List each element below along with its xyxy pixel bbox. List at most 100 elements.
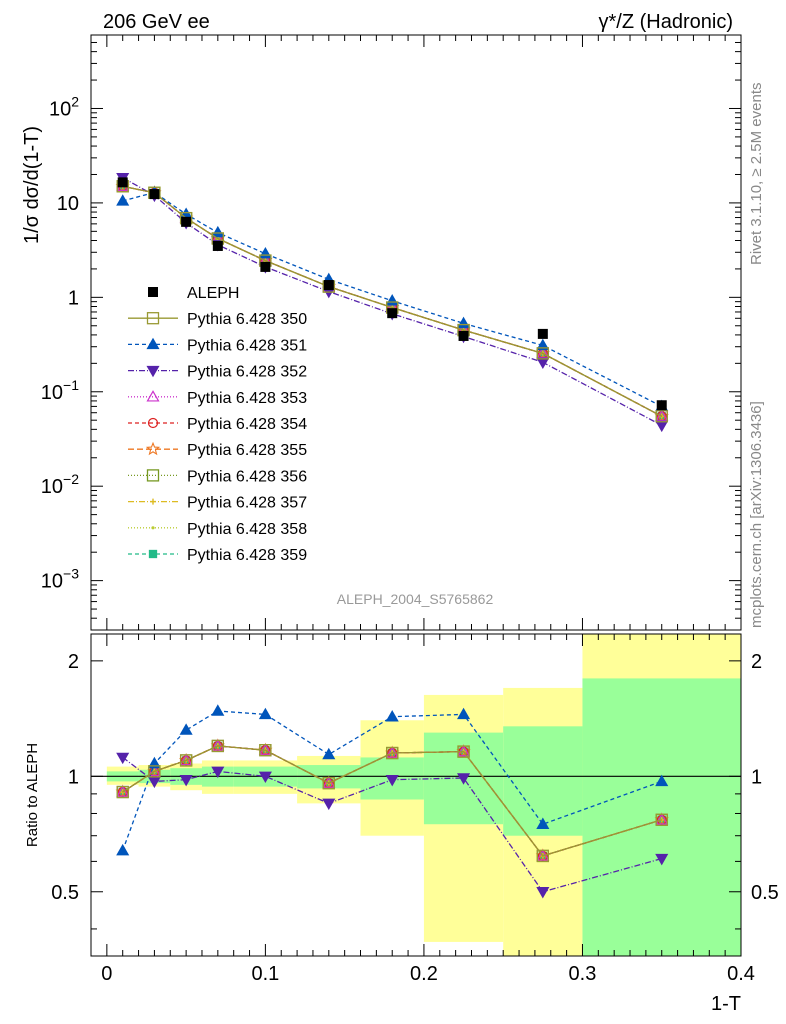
y-tick-label-exponent: −3 — [63, 566, 79, 582]
legend-item: Pythia 6.428 359 — [128, 547, 307, 564]
marker-point — [536, 887, 550, 899]
marker-point — [179, 207, 193, 219]
y-tick-label-exponent: −1 — [63, 377, 79, 393]
marker-point — [258, 707, 272, 720]
y-tick-label: 10−3 — [41, 566, 79, 593]
x-tick-label: 0.3 — [569, 963, 597, 985]
marker-point — [655, 410, 668, 423]
marker-point — [211, 739, 224, 753]
marker-point — [148, 549, 158, 559]
marker-point — [385, 294, 399, 306]
data-point — [387, 308, 398, 319]
y-tick-label-base: 10 — [49, 98, 71, 120]
uncertainty-band-inner — [503, 726, 583, 836]
marker-point — [258, 771, 272, 784]
marker-point — [116, 752, 130, 765]
x-tick-label: 0.4 — [727, 963, 755, 985]
legend-label-data: ALEPH — [187, 285, 239, 302]
ratio-panel: 0.5 0.5 1 1 2 2 0 0.1 0.2 0.3 0.4 1-T Ratio to ALEPH — [24, 633, 779, 1015]
ratio-y-axis-label: Ratio to ALEPH — [24, 743, 41, 847]
legend-label: Pythia 6.428 358 — [187, 521, 307, 538]
main-frame — [90, 34, 742, 631]
marker-point — [179, 723, 193, 735]
ratio-y-tick-label-left: 0.5 — [51, 882, 79, 904]
marker-point — [116, 843, 130, 856]
marker-point — [258, 246, 272, 259]
marker-point — [655, 420, 669, 433]
data-point — [458, 330, 469, 341]
marker-point — [536, 849, 549, 863]
mcplots-label: mcplots.cern.ch [arXiv:1306.3436] — [748, 401, 765, 628]
legend-label: Pythia 6.428 352 — [187, 364, 307, 381]
marker-point — [457, 744, 471, 757]
ratio-series-line-1 — [122, 710, 662, 851]
data-point — [537, 328, 548, 339]
marker-point — [211, 739, 225, 751]
data-point — [117, 177, 128, 188]
legend-label: Pythia 6.428 355 — [187, 442, 307, 459]
series-line-1 — [122, 191, 662, 407]
marker-point — [151, 526, 155, 530]
x-tick-label: 0.1 — [251, 963, 279, 985]
y-tick-label: 102 — [49, 93, 79, 120]
marker-point — [147, 417, 159, 429]
marker-point — [536, 817, 550, 829]
data-point — [323, 280, 334, 291]
marker-point — [655, 813, 668, 826]
ratio-y-tick-label-right: 0.5 — [751, 882, 779, 904]
marker-point — [148, 765, 161, 778]
y-tick-label-base: 10 — [41, 382, 63, 404]
legend-item: Pythia 6.428 356 — [128, 468, 307, 485]
x-tick-label: 0 — [101, 963, 112, 985]
marker-point — [179, 774, 193, 787]
analysis-id-label: ALEPH_2004_S5765862 — [337, 591, 494, 607]
ratio-series-line-0 — [122, 745, 662, 857]
marker-point — [259, 744, 272, 757]
legend-item: Pythia 6.428 355 — [128, 441, 307, 459]
main-y-axis-label: 1/σ dσ/d(1-T) — [21, 126, 43, 244]
data-point — [212, 240, 223, 251]
marker-point — [146, 312, 160, 325]
legend-item: Pythia 6.428 354 — [128, 416, 307, 433]
y-tick-label-base: 1 — [68, 287, 79, 309]
legend-label: Pythia 6.428 351 — [187, 337, 307, 354]
data-point — [260, 261, 271, 272]
legend-item-data: ALEPH — [148, 285, 239, 302]
marker-point — [116, 785, 129, 799]
y-tick-label-base: 10 — [57, 193, 79, 215]
marker-point — [536, 338, 550, 351]
marker-point — [146, 365, 160, 378]
y-tick-label: 10 — [57, 193, 79, 215]
legend-item: Pythia 6.428 357 — [128, 495, 307, 512]
header-right: γ*/Z (Hadronic) — [599, 11, 733, 33]
marker-point — [146, 469, 160, 482]
marker-point — [116, 785, 130, 797]
marker-point — [146, 390, 160, 402]
x-tick-label: 0.2 — [410, 963, 438, 985]
data-point — [656, 400, 667, 411]
data-point — [149, 189, 160, 200]
ratio-frame — [90, 633, 742, 957]
marker-point — [116, 194, 130, 206]
y-tick-label: 10−1 — [41, 377, 79, 404]
marker-point — [457, 773, 471, 785]
legend-item: Pythia 6.428 352 — [128, 364, 307, 381]
series-line-2 — [122, 177, 663, 426]
header-left: 206 GeV ee — [103, 11, 210, 33]
marker-point — [147, 756, 161, 769]
ratio-y-tick-label-left: 2 — [68, 651, 79, 673]
legend-item: Pythia 6.428 358 — [128, 521, 307, 538]
marker-point — [386, 746, 399, 760]
legend-label: Pythia 6.428 354 — [187, 416, 307, 433]
legend-label: Pythia 6.428 357 — [187, 495, 307, 512]
ratio-y-tick-label-right: 1 — [751, 766, 762, 788]
marker-point — [457, 745, 470, 758]
marker-point — [385, 774, 399, 787]
marker-point — [385, 710, 399, 722]
series-line-0 — [122, 185, 663, 417]
marker-point — [211, 225, 225, 238]
marker-point — [211, 766, 225, 779]
legend-item: Pythia 6.428 353 — [128, 390, 307, 407]
